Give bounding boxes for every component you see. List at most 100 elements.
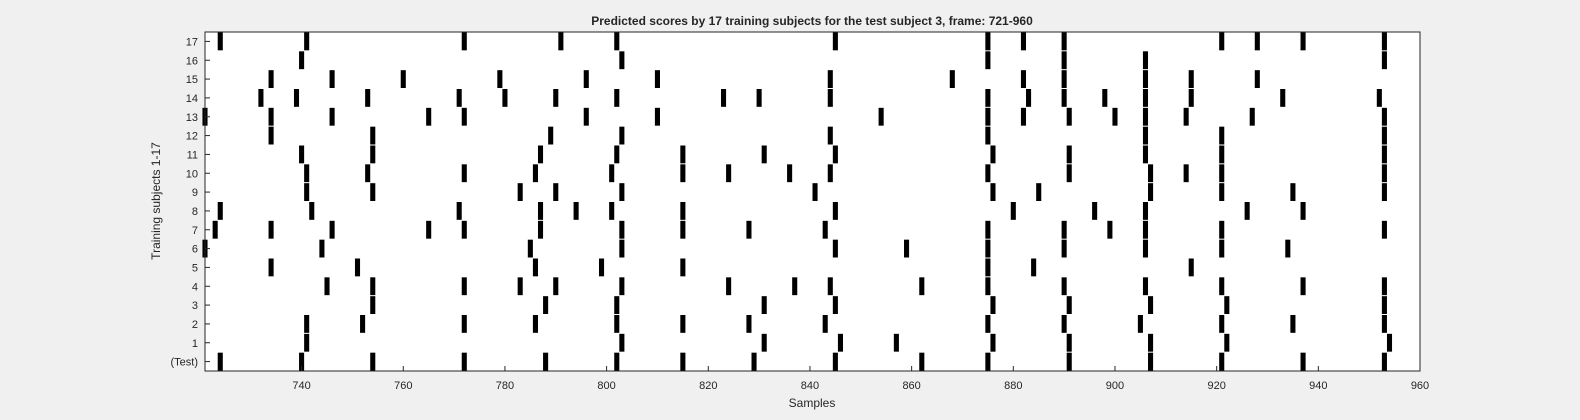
event-mark — [680, 202, 686, 220]
event-mark — [792, 277, 798, 296]
event-mark — [299, 352, 305, 371]
event-mark — [985, 352, 991, 371]
event-mark — [543, 296, 549, 314]
y-tick-label: (Test) — [171, 357, 199, 369]
event-mark — [720, 89, 727, 107]
plot-border — [204, 31, 1421, 372]
row-subject-12 — [268, 126, 1387, 145]
event-mark — [502, 89, 508, 107]
event-mark — [985, 51, 991, 70]
event-mark — [1219, 126, 1225, 145]
event-mark — [532, 315, 538, 333]
row-subject-9 — [304, 183, 1387, 201]
event-mark — [1010, 202, 1016, 220]
event-mark — [1188, 70, 1194, 88]
event-mark — [878, 107, 884, 126]
event-mark — [532, 164, 538, 183]
event-mark — [212, 220, 218, 239]
event-mark — [461, 277, 467, 296]
x-tick-label: 800 — [597, 380, 615, 392]
event-mark — [304, 183, 310, 201]
event-mark — [1300, 277, 1306, 296]
event-mark — [1142, 277, 1149, 296]
event-mark — [1031, 258, 1037, 277]
event-mark — [1142, 126, 1149, 145]
event-mark — [329, 70, 335, 88]
event-mark — [1224, 296, 1230, 314]
event-mark — [1148, 352, 1154, 371]
event-mark — [1142, 220, 1149, 239]
event-mark — [365, 164, 371, 183]
event-mark — [299, 145, 305, 164]
plot-area — [205, 32, 1420, 371]
y-tick-label: 3 — [192, 300, 198, 312]
event-mark — [1381, 183, 1387, 201]
event-mark — [1219, 352, 1225, 371]
event-mark — [1381, 107, 1387, 126]
event-mark — [756, 89, 762, 107]
event-mark — [1219, 183, 1225, 201]
row-subject-1 — [304, 333, 1393, 352]
event-mark — [583, 70, 589, 88]
event-mark — [985, 220, 991, 239]
event-mark — [1183, 164, 1189, 183]
event-mark — [787, 164, 793, 183]
event-mark — [1142, 51, 1149, 70]
event-mark — [553, 183, 559, 201]
event-mark — [619, 239, 625, 258]
row-subject-3 — [370, 296, 1387, 314]
event-mark — [598, 258, 605, 277]
row-subject-14 — [258, 89, 1382, 107]
event-mark — [1290, 315, 1296, 333]
event-mark — [268, 220, 274, 239]
row-subject-17 — [217, 32, 1387, 51]
x-tick-label: 920 — [1207, 380, 1225, 392]
event-mark — [832, 296, 838, 314]
event-mark — [548, 126, 554, 145]
event-mark — [1061, 51, 1067, 70]
y-tick-label: 5 — [192, 262, 198, 274]
event-mark — [1061, 70, 1067, 88]
event-mark — [985, 107, 991, 126]
event-mark — [1020, 107, 1027, 126]
event-mark — [985, 239, 991, 258]
event-mark — [1061, 89, 1067, 107]
event-mark — [761, 296, 767, 314]
event-mark — [370, 352, 376, 371]
event-mark — [832, 32, 838, 51]
event-mark — [1061, 220, 1067, 239]
event-mark — [1148, 164, 1154, 183]
event-mark — [217, 32, 223, 51]
event-mark — [1142, 107, 1149, 126]
event-mark — [827, 164, 833, 183]
chart-title: Predicted scores by 17 training subjects… — [591, 14, 1033, 28]
event-mark — [904, 239, 910, 258]
event-mark — [832, 202, 838, 220]
event-mark — [1381, 51, 1387, 70]
event-mark — [319, 239, 325, 258]
event-mark — [614, 32, 620, 51]
y-tick-label: 1 — [192, 338, 198, 350]
event-mark — [217, 202, 223, 220]
event-mark — [537, 220, 544, 239]
event-mark — [461, 352, 467, 371]
event-mark — [609, 202, 615, 220]
event-mark — [517, 183, 523, 201]
event-mark — [461, 220, 467, 239]
event-mark — [304, 333, 310, 352]
event-mark — [304, 164, 310, 183]
event-mark — [1148, 333, 1154, 352]
event-mark — [1036, 183, 1042, 201]
event-mark — [1285, 239, 1291, 258]
event-mark — [832, 352, 838, 371]
event-mark — [614, 296, 620, 314]
x-tick-label: 860 — [902, 380, 920, 392]
event-mark — [1066, 164, 1072, 183]
event-mark — [990, 145, 996, 164]
event-mark — [1142, 202, 1149, 220]
event-mark — [726, 277, 732, 296]
row-subject-16 — [299, 51, 1387, 70]
event-mark — [456, 89, 462, 107]
event-mark — [1061, 32, 1067, 51]
